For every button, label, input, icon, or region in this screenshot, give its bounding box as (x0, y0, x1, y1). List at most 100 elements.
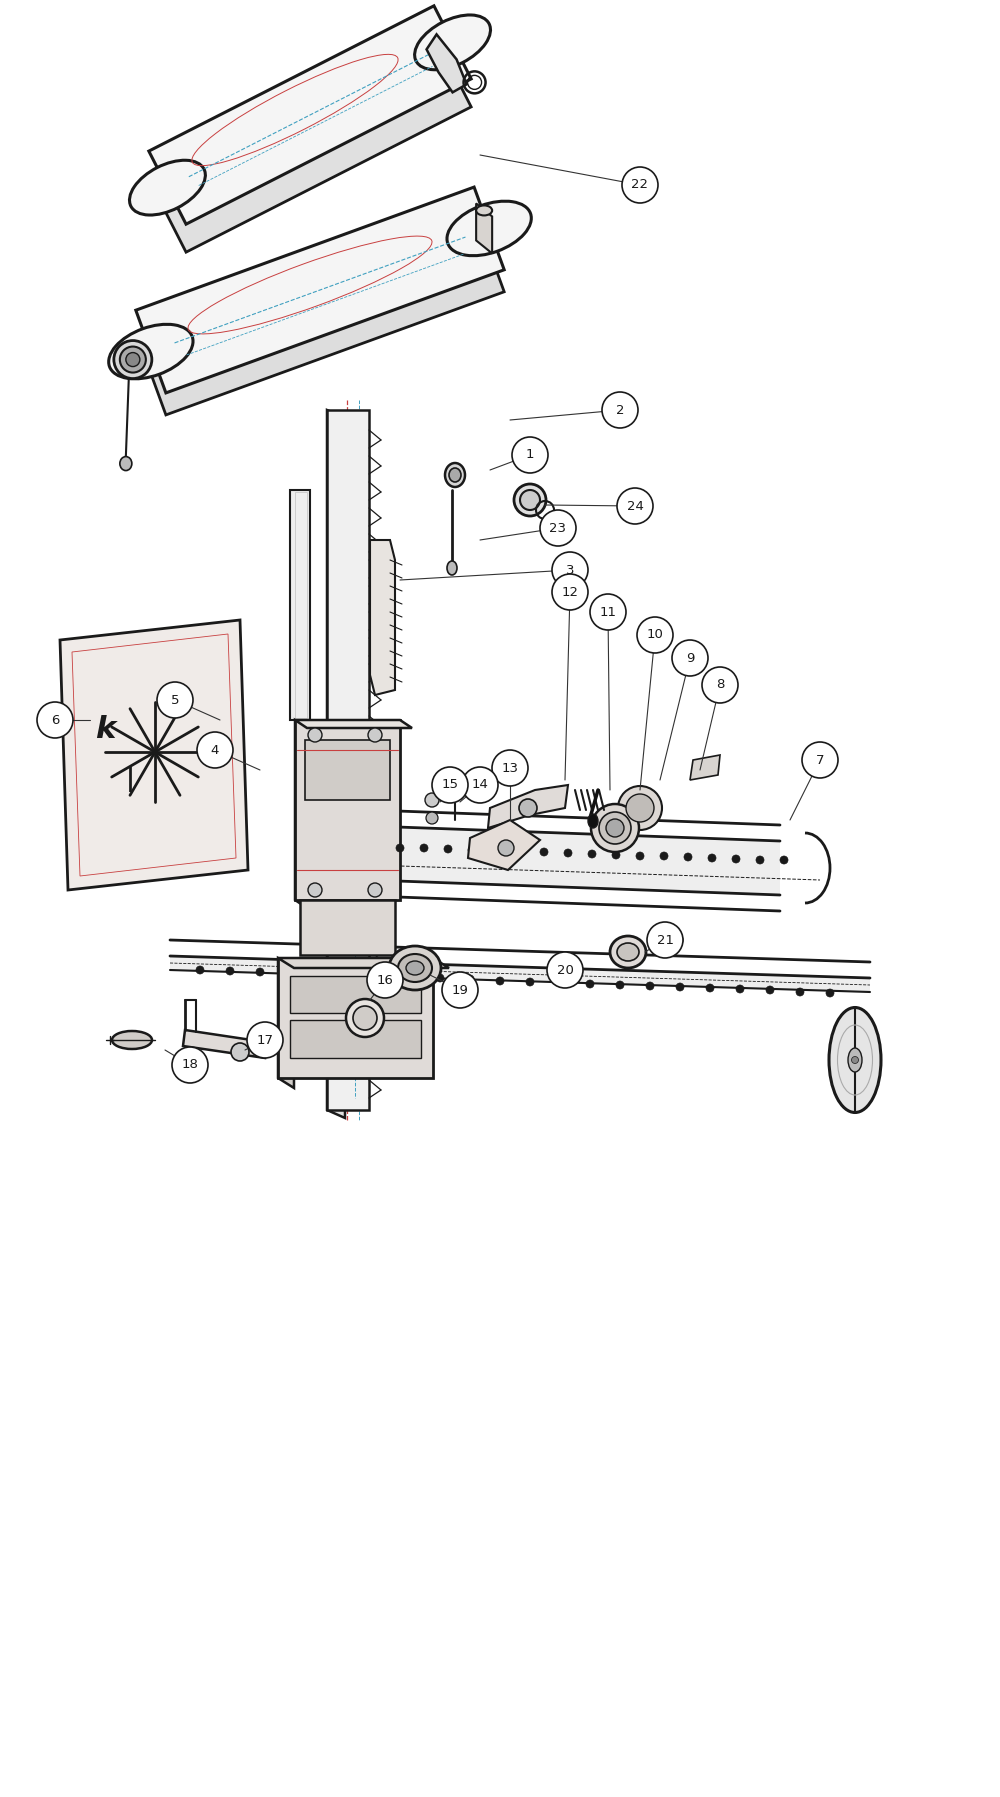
Polygon shape (690, 755, 720, 780)
Ellipse shape (514, 483, 546, 516)
Ellipse shape (447, 561, 457, 575)
Ellipse shape (564, 848, 572, 857)
Ellipse shape (126, 352, 140, 367)
Ellipse shape (617, 943, 639, 961)
Circle shape (492, 749, 528, 785)
Text: 4: 4 (211, 744, 219, 757)
Ellipse shape (420, 845, 428, 852)
Ellipse shape (436, 974, 444, 981)
Polygon shape (290, 1021, 421, 1058)
Ellipse shape (736, 985, 744, 994)
Text: 8: 8 (716, 679, 724, 692)
Ellipse shape (426, 812, 438, 825)
Ellipse shape (449, 467, 461, 482)
Polygon shape (305, 740, 390, 800)
Text: 2: 2 (616, 404, 624, 417)
Circle shape (247, 1022, 283, 1058)
Ellipse shape (829, 1008, 881, 1112)
Text: 19: 19 (452, 983, 468, 997)
Ellipse shape (708, 854, 716, 863)
Ellipse shape (346, 970, 354, 979)
Ellipse shape (588, 814, 598, 828)
Ellipse shape (498, 839, 514, 855)
Text: 3: 3 (566, 564, 574, 577)
Polygon shape (278, 958, 449, 969)
Circle shape (637, 616, 673, 652)
Circle shape (442, 972, 478, 1008)
Ellipse shape (586, 979, 594, 988)
Ellipse shape (520, 491, 540, 510)
Polygon shape (327, 410, 369, 1111)
Ellipse shape (606, 819, 624, 837)
Ellipse shape (626, 794, 654, 821)
Circle shape (37, 703, 73, 739)
Ellipse shape (852, 1057, 858, 1064)
Ellipse shape (389, 945, 441, 990)
Ellipse shape (516, 848, 524, 855)
Ellipse shape (368, 882, 382, 897)
Ellipse shape (346, 999, 384, 1037)
Ellipse shape (353, 1006, 377, 1030)
Ellipse shape (756, 855, 764, 864)
Ellipse shape (636, 852, 644, 861)
Polygon shape (488, 785, 568, 828)
Circle shape (672, 640, 708, 676)
Circle shape (622, 167, 658, 203)
Ellipse shape (396, 845, 404, 852)
Ellipse shape (398, 954, 432, 981)
Polygon shape (290, 491, 310, 721)
Ellipse shape (109, 323, 193, 379)
Text: 13: 13 (502, 762, 518, 775)
Polygon shape (295, 721, 412, 728)
Ellipse shape (476, 205, 492, 216)
Ellipse shape (447, 201, 531, 255)
Circle shape (647, 922, 683, 958)
Text: 22: 22 (632, 178, 648, 192)
Circle shape (462, 767, 498, 803)
Ellipse shape (766, 987, 774, 994)
Circle shape (617, 489, 653, 525)
Ellipse shape (540, 848, 548, 855)
Ellipse shape (316, 970, 324, 978)
Circle shape (552, 573, 588, 609)
Ellipse shape (231, 1042, 249, 1060)
Circle shape (157, 683, 193, 719)
Circle shape (432, 767, 468, 803)
Ellipse shape (468, 846, 476, 854)
Circle shape (602, 392, 638, 428)
Polygon shape (60, 620, 248, 890)
Circle shape (367, 961, 403, 997)
Polygon shape (278, 958, 294, 1087)
Polygon shape (468, 819, 540, 870)
Text: 15: 15 (442, 778, 458, 791)
Text: 18: 18 (182, 1058, 198, 1071)
Ellipse shape (591, 803, 639, 852)
Ellipse shape (660, 852, 668, 861)
Ellipse shape (526, 978, 534, 987)
Ellipse shape (848, 1048, 862, 1073)
Text: k: k (95, 715, 115, 744)
Text: 21: 21 (656, 933, 674, 947)
Circle shape (702, 667, 738, 703)
Text: 10: 10 (647, 629, 663, 642)
Text: 20: 20 (557, 963, 573, 976)
Polygon shape (290, 976, 421, 1014)
Polygon shape (183, 1030, 265, 1058)
Ellipse shape (673, 934, 683, 945)
Text: 11: 11 (600, 606, 616, 618)
Ellipse shape (406, 961, 424, 976)
Ellipse shape (114, 341, 152, 379)
Text: 14: 14 (472, 778, 488, 791)
Ellipse shape (556, 979, 564, 987)
Ellipse shape (599, 812, 631, 845)
Ellipse shape (519, 800, 537, 818)
Ellipse shape (286, 969, 294, 978)
Ellipse shape (445, 464, 465, 487)
Ellipse shape (308, 882, 322, 897)
Circle shape (802, 742, 838, 778)
Circle shape (590, 595, 626, 631)
Ellipse shape (826, 988, 834, 997)
Circle shape (547, 952, 583, 988)
Polygon shape (170, 956, 870, 992)
Ellipse shape (130, 160, 205, 216)
